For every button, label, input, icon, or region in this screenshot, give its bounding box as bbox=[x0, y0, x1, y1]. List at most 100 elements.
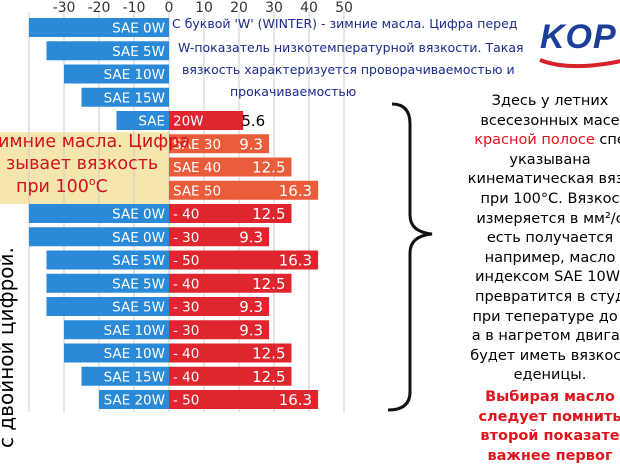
summer-bar-label: - 40 bbox=[173, 207, 199, 223]
viscosity-value-label: 9.3 bbox=[239, 135, 263, 153]
summer-bar-label: - 40 bbox=[173, 346, 199, 362]
vertical-note: с двойной цифрой. bbox=[0, 247, 18, 448]
summer-bar bbox=[169, 204, 292, 223]
winter-bar bbox=[29, 204, 169, 223]
summer-bar bbox=[169, 111, 244, 130]
right-description-text: следует помнить bbox=[478, 408, 620, 425]
brand-logo-text: KOP bbox=[540, 18, 617, 56]
right-description-line: красной полосе спе bbox=[460, 131, 620, 150]
summer-bar bbox=[169, 390, 319, 409]
right-description-text: например, масло bbox=[484, 249, 616, 266]
x-tick-label: -10 bbox=[123, 0, 146, 16]
logo-swoosh-icon bbox=[539, 58, 620, 69]
x-tick-label: 30 bbox=[265, 0, 283, 16]
right-description-line: кинематическая вязк bbox=[460, 170, 620, 189]
right-description-line: измеряется в мм²/с bbox=[460, 210, 620, 229]
summer-bar-label: - 30 bbox=[173, 230, 199, 246]
summer-bar bbox=[169, 250, 319, 270]
viscosity-value-label: 16.3 bbox=[279, 391, 312, 409]
viscosity-value-label: 12.5 bbox=[252, 368, 285, 386]
right-description-text: указывана bbox=[509, 151, 591, 168]
viscosity-value-label: 12.5 bbox=[252, 205, 285, 223]
summer-bar bbox=[169, 273, 292, 293]
left-note-unit: C bbox=[95, 176, 108, 197]
x-tick-label: 50 bbox=[335, 0, 353, 16]
right-description-text: а в нагретом двигат bbox=[471, 328, 620, 345]
summer-bar-label: 20W bbox=[173, 114, 204, 130]
right-description-line: при 100°С. Вязкос bbox=[460, 190, 620, 209]
winter-bar-label: SAE 0W bbox=[112, 230, 165, 246]
right-description-text: есть получается bbox=[486, 230, 614, 247]
left-note-temp: при 100 bbox=[16, 176, 89, 197]
viscosity-value-label: 9.3 bbox=[239, 228, 263, 246]
viscosity-value-label: 16.3 bbox=[279, 182, 312, 200]
right-description-line: еденицы. bbox=[460, 366, 620, 385]
right-description-line: есть получается bbox=[460, 229, 620, 248]
summer-bar-label: SAE 50 bbox=[173, 183, 221, 199]
viscosity-value-label: 9.3 bbox=[239, 298, 263, 316]
x-tick-label: 40 bbox=[300, 0, 318, 16]
x-tick-label: -30 bbox=[53, 0, 76, 16]
right-description-text: превратится в студ bbox=[474, 289, 620, 305]
winter-bar-label: SAE 10W bbox=[104, 346, 165, 362]
winter-bar-label: SAE 10W bbox=[104, 67, 165, 83]
top-note-line: W-показатель низкотемпературной вязкости… bbox=[178, 40, 524, 55]
right-description-line: будет иметь вязкост bbox=[460, 347, 620, 366]
right-description-line: превратится в студ bbox=[460, 288, 620, 307]
summer-bar bbox=[169, 343, 292, 363]
winter-bar-label: SAE 10W bbox=[104, 323, 165, 339]
viscosity-value-label: 12.5 bbox=[252, 275, 285, 293]
right-description-line: всесезонных масе bbox=[460, 112, 620, 131]
winter-bar bbox=[46, 273, 169, 293]
right-description-text: Здесь у летних bbox=[491, 93, 609, 109]
summer-bar bbox=[169, 134, 270, 154]
x-tick-label: -20 bbox=[88, 0, 111, 16]
right-description-line: индексом SAE 10W/ bbox=[460, 268, 620, 287]
summer-bar-label: - 40 bbox=[173, 369, 199, 385]
summer-bar-label: - 50 bbox=[173, 253, 199, 269]
viscosity-value-label: 5.6 bbox=[241, 112, 265, 130]
winter-bar bbox=[64, 320, 169, 340]
viscosity-value-label: 12.5 bbox=[252, 159, 285, 177]
winter-bar bbox=[116, 111, 169, 130]
summer-bar bbox=[169, 180, 319, 200]
right-description-line: при тепературе до - bbox=[460, 308, 620, 327]
right-description-line: следует помнить bbox=[460, 408, 620, 427]
right-description-text: при 100°С. Вязкос bbox=[480, 191, 620, 207]
right-description-line: Здесь у летних bbox=[460, 92, 620, 111]
summer-bar bbox=[169, 297, 270, 316]
right-description-text: измеряется в мм²/с bbox=[476, 210, 620, 227]
top-note-line: прокачиваемостью bbox=[230, 84, 357, 99]
right-description-text: красной полосе bbox=[474, 132, 595, 149]
right-description-text: кинематическая вязк bbox=[467, 171, 620, 188]
winter-bar-label: SAE 0W bbox=[112, 207, 165, 223]
right-description-line: указывана bbox=[460, 151, 620, 170]
viscosity-value-label: 12.5 bbox=[252, 345, 285, 363]
winter-bar bbox=[29, 227, 169, 247]
summer-bar bbox=[169, 157, 292, 177]
right-description-text: Выбирая масло bbox=[485, 389, 615, 405]
summer-bar bbox=[169, 366, 292, 386]
winter-bar-label: SAE 0W bbox=[112, 21, 165, 37]
left-note-line: зывает вязкость bbox=[6, 154, 159, 174]
right-description-line: например, масло bbox=[460, 249, 620, 268]
winter-bar-label: SAE 5W bbox=[112, 44, 165, 60]
x-tick-label: 10 bbox=[195, 0, 213, 16]
summer-bar bbox=[169, 227, 270, 247]
right-description-line: второй показате bbox=[460, 427, 620, 446]
viscosity-value-label: 9.3 bbox=[239, 321, 263, 339]
viscosity-value-label: 16.3 bbox=[279, 252, 312, 270]
x-tick-label: 0 bbox=[165, 0, 174, 16]
winter-bar-label: SAE 15W bbox=[104, 90, 165, 106]
right-description-text: важнее первог bbox=[487, 447, 613, 464]
left-note-line: при 100oC bbox=[16, 175, 108, 197]
summer-bar-label: - 30 bbox=[173, 300, 199, 316]
winter-bar-label: SAE 5W bbox=[112, 253, 165, 269]
winter-bar-label: SAE bbox=[138, 114, 165, 130]
winter-bar bbox=[64, 343, 169, 363]
winter-bar-label: SAE 15W bbox=[104, 369, 165, 385]
summer-bar-label: - 40 bbox=[173, 276, 199, 292]
summer-bar-label: - 50 bbox=[173, 393, 199, 409]
right-description-line: а в нагретом двигат bbox=[460, 327, 620, 346]
summer-bar-label: SAE 30 bbox=[173, 137, 221, 153]
